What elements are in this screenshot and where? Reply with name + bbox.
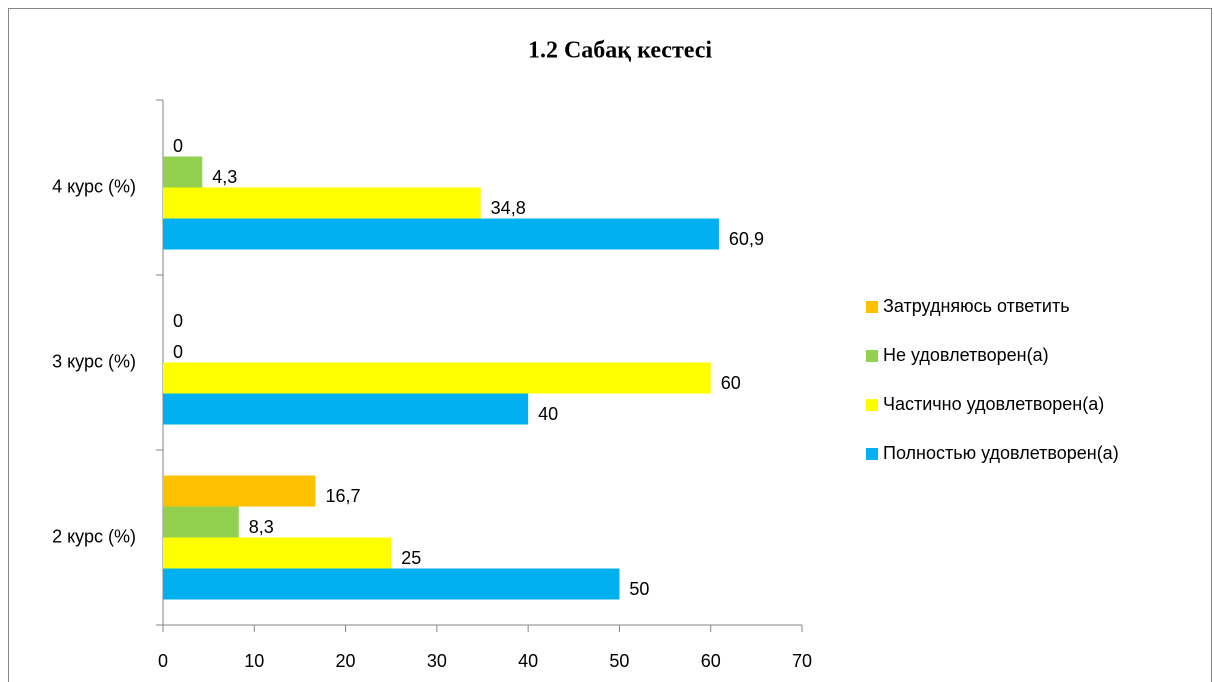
- y-tick-label: 4 курс (%): [52, 176, 136, 196]
- y-tick-label: 3 курс (%): [52, 351, 136, 371]
- legend-swatch: [866, 448, 878, 460]
- legend-swatch: [866, 399, 878, 411]
- data-label: 40: [538, 404, 558, 424]
- legend-label: Полностью удовлетворен(а): [883, 443, 1119, 463]
- legend-swatch: [866, 350, 878, 362]
- x-tick-label: 20: [336, 651, 356, 671]
- x-tick-label: 10: [244, 651, 264, 671]
- data-label: 60,9: [729, 229, 764, 249]
- legend-label: Не удовлетворен(а): [883, 345, 1049, 365]
- x-tick-label: 70: [792, 651, 812, 671]
- bar: [163, 156, 203, 188]
- bar: [163, 506, 239, 538]
- legend-swatch: [866, 301, 878, 313]
- data-label: 8,3: [249, 517, 274, 537]
- data-label: 0: [173, 342, 183, 362]
- x-tick-label: 30: [427, 651, 447, 671]
- x-tick-label: 40: [518, 651, 538, 671]
- data-label: 4,3: [212, 167, 237, 187]
- legend-label: Частично удовлетворен(а): [883, 394, 1104, 414]
- x-tick-label: 60: [701, 651, 721, 671]
- bar: [163, 568, 620, 600]
- chart-title: 1.2 Сабақ кестесі: [528, 38, 712, 64]
- data-label: 25: [401, 548, 421, 568]
- data-label: 16,7: [325, 486, 360, 506]
- x-tick-label: 0: [158, 651, 168, 671]
- data-label: 50: [629, 579, 649, 599]
- bar: [163, 475, 316, 507]
- x-tick-label: 50: [609, 651, 629, 671]
- data-label: 60: [721, 373, 741, 393]
- y-tick-label: 2 курс (%): [52, 526, 136, 546]
- bar: [163, 187, 481, 219]
- data-label: 0: [173, 136, 183, 156]
- data-label: 34,8: [491, 198, 526, 218]
- bar: [163, 362, 711, 394]
- legend-label: Затрудняюсь ответить: [883, 296, 1070, 316]
- data-label: 0: [173, 311, 183, 331]
- bar: [163, 218, 719, 250]
- bar: [163, 537, 392, 569]
- bar: [163, 393, 529, 425]
